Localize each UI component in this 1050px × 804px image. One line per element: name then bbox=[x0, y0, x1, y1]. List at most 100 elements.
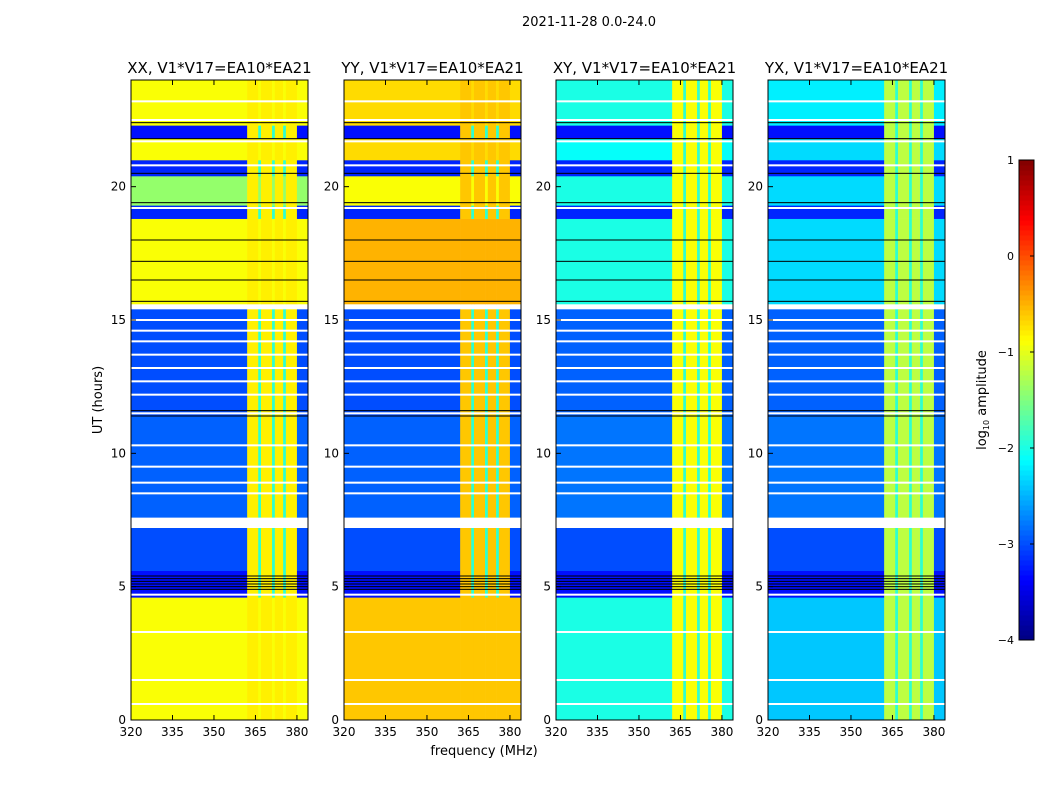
heatmap-cell bbox=[272, 528, 276, 571]
heatmap-cell bbox=[498, 160, 511, 177]
flag-boundary-line bbox=[344, 586, 521, 588]
x-tick-label: 335 bbox=[161, 725, 184, 739]
heatmap-cell bbox=[683, 176, 687, 206]
heatmap-cell bbox=[296, 309, 309, 417]
heatmap-cell bbox=[768, 138, 885, 161]
flagged-line bbox=[556, 465, 733, 468]
heatmap-cell bbox=[272, 160, 276, 177]
heatmap-cell bbox=[509, 138, 522, 161]
flagged-line bbox=[344, 164, 521, 167]
flagged-line bbox=[768, 164, 945, 167]
heatmap-cell bbox=[933, 309, 946, 417]
heatmap-cell bbox=[285, 138, 298, 161]
colorbar-segment bbox=[1019, 440, 1034, 446]
flag-boundary-line bbox=[131, 239, 308, 241]
colorbar-segment bbox=[1019, 315, 1034, 321]
flagged-line bbox=[131, 524, 308, 527]
heatmap-cell bbox=[672, 176, 684, 206]
heatmap-cell bbox=[509, 597, 522, 721]
colorbar-segment bbox=[1019, 300, 1034, 306]
flagged-line bbox=[131, 367, 308, 369]
heatmap-cell bbox=[471, 205, 475, 219]
flag-boundary-line bbox=[344, 202, 521, 204]
heatmap-cell bbox=[247, 138, 259, 161]
heatmap-cell bbox=[258, 205, 262, 219]
colorbar-segment bbox=[1019, 270, 1034, 276]
heatmap-cell bbox=[131, 597, 248, 721]
colorbar-segment bbox=[1019, 340, 1034, 346]
colorbar-segment bbox=[1019, 435, 1034, 441]
flagged-line bbox=[344, 703, 521, 705]
flag-boundary-line bbox=[768, 279, 945, 281]
flagged-line bbox=[556, 679, 733, 681]
colorbar-segment bbox=[1019, 450, 1034, 456]
heatmap-cell bbox=[897, 176, 910, 206]
colorbar-segment bbox=[1019, 355, 1034, 361]
figure-title: 2021-11-28 0.0-24.0 bbox=[522, 15, 656, 30]
flag-boundary-line bbox=[131, 202, 308, 204]
heatmap-cell bbox=[922, 205, 935, 219]
heatmap-cell bbox=[920, 125, 924, 139]
heatmap-cell bbox=[487, 597, 497, 721]
flagged-line bbox=[556, 119, 733, 121]
x-axis-label: frequency (MHz) bbox=[430, 744, 537, 759]
flagged-line bbox=[131, 340, 308, 343]
heatmap-cell bbox=[556, 125, 673, 139]
heatmap-cell bbox=[285, 80, 298, 126]
colorbar-segment bbox=[1019, 190, 1034, 196]
flagged-line bbox=[131, 492, 308, 495]
flag-boundary-line bbox=[768, 588, 945, 590]
heatmap-cell bbox=[685, 528, 698, 571]
flagged-line bbox=[768, 140, 945, 143]
heatmap-cell bbox=[274, 205, 284, 219]
colorbar-segment bbox=[1019, 360, 1034, 366]
flagged-line bbox=[556, 140, 733, 143]
colorbar-segment bbox=[1019, 250, 1034, 256]
flagged-line bbox=[131, 481, 308, 484]
heatmap-cell bbox=[897, 80, 910, 126]
colorbar-segment bbox=[1019, 275, 1034, 281]
flagged-line bbox=[344, 492, 521, 495]
colorbar-segment bbox=[1019, 245, 1034, 251]
x-tick-label: 335 bbox=[586, 725, 609, 739]
x-tick-label: 380 bbox=[710, 725, 733, 739]
heatmap-cell bbox=[699, 80, 709, 126]
heatmap-cell bbox=[708, 205, 712, 219]
heatmap-cell bbox=[460, 160, 472, 177]
heatmap-cell bbox=[884, 176, 896, 206]
heatmap-cell bbox=[710, 160, 723, 177]
colorbar-segment bbox=[1019, 195, 1034, 201]
flagged-line bbox=[131, 100, 308, 103]
heatmap-cell bbox=[710, 125, 723, 139]
y-axis-label: UT (hours) bbox=[91, 366, 106, 434]
heatmap-cell bbox=[485, 138, 489, 161]
flagged-line bbox=[768, 329, 945, 332]
flagged-line bbox=[556, 412, 733, 415]
colorbar-tick-label: 1 bbox=[1007, 154, 1014, 167]
flagged-line bbox=[131, 380, 308, 383]
colorbar-segment bbox=[1019, 515, 1034, 521]
flag-boundary-line bbox=[344, 410, 521, 412]
heatmap-cell bbox=[685, 205, 698, 219]
flag-boundary-line bbox=[344, 138, 521, 140]
flagged-line bbox=[344, 412, 521, 415]
heatmap-cell bbox=[909, 528, 913, 571]
colorbar-segment bbox=[1019, 510, 1034, 516]
heatmap-cell bbox=[920, 309, 924, 417]
heatmap-cell bbox=[344, 309, 461, 417]
heatmap-cell bbox=[471, 176, 475, 206]
heatmap-cell bbox=[285, 205, 298, 219]
heatmap-cell bbox=[498, 80, 511, 126]
flagged-line bbox=[131, 329, 308, 332]
flagged-line bbox=[768, 520, 945, 523]
x-tick-label: 320 bbox=[545, 725, 568, 739]
plot-frame bbox=[767, 79, 946, 721]
heatmap-cell bbox=[498, 528, 511, 571]
y-tick-label: 20 bbox=[748, 180, 763, 194]
flag-boundary-line bbox=[131, 260, 308, 262]
flagged-line bbox=[768, 319, 945, 321]
y-tick-label: 15 bbox=[536, 313, 551, 327]
colorbar-tick-label: −1 bbox=[998, 346, 1014, 359]
heatmap-cell bbox=[283, 80, 287, 126]
heatmap-cell bbox=[683, 597, 687, 721]
